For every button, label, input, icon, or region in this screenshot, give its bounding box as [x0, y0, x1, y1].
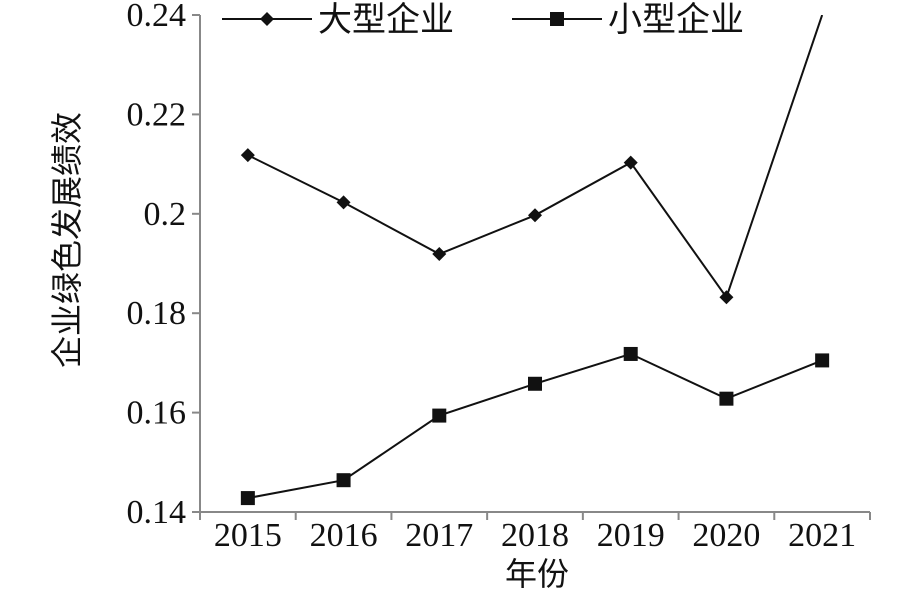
series-2	[240, 346, 830, 506]
x-tick-label: 2016	[310, 517, 378, 554]
y-axis-title: 企业绿色发展绩效	[48, 112, 86, 368]
y-tick-label: 0.14	[127, 494, 187, 531]
data-point	[336, 195, 351, 210]
y-axis-ticks: 0.14 0.16 0.18 0.2 0.22 0.24	[127, 0, 200, 531]
x-tick-label: 2021	[788, 517, 856, 554]
y-tick-label: 0.22	[127, 96, 187, 133]
legend: 大型企业 小型企业	[222, 0, 744, 40]
legend-label: 大型企业	[318, 0, 454, 40]
x-axis-title: 年份	[505, 555, 569, 591]
data-point	[815, 353, 830, 368]
x-axis-ticks: 2015 2016 2017 2018 2019 2020 2021	[199, 512, 871, 554]
data-point	[623, 155, 638, 170]
series-line	[247, 352, 823, 500]
series-1	[240, 15, 824, 305]
y-tick-label: 0.16	[127, 395, 187, 432]
x-tick-label: 2018	[501, 517, 569, 554]
data-point	[528, 208, 542, 223]
data-point	[623, 346, 638, 361]
data-point	[719, 391, 734, 406]
x-tick-label: 2020	[692, 517, 760, 554]
data-point	[432, 247, 447, 262]
legend-marker	[260, 12, 274, 26]
legend-label: 小型企业	[608, 0, 744, 40]
legend-item: 小型企业	[512, 0, 744, 40]
y-tick-label: 0.2	[144, 196, 187, 233]
x-tick-label: 2015	[214, 517, 282, 554]
y-tick-label: 0.18	[127, 295, 187, 332]
data-point	[240, 491, 255, 506]
data-point	[432, 408, 447, 423]
x-tick-label: 2017	[405, 517, 473, 554]
data-point	[336, 473, 351, 488]
data-point	[719, 290, 734, 305]
data-point	[240, 148, 255, 163]
legend-item: 大型企业	[222, 0, 454, 40]
data-point	[528, 376, 542, 391]
x-tick-label: 2019	[597, 517, 665, 554]
legend-marker	[550, 12, 564, 26]
axes	[199, 15, 870, 513]
y-tick-label: 0.24	[127, 0, 187, 34]
series-layer	[240, 15, 830, 506]
series-line	[247, 15, 824, 300]
